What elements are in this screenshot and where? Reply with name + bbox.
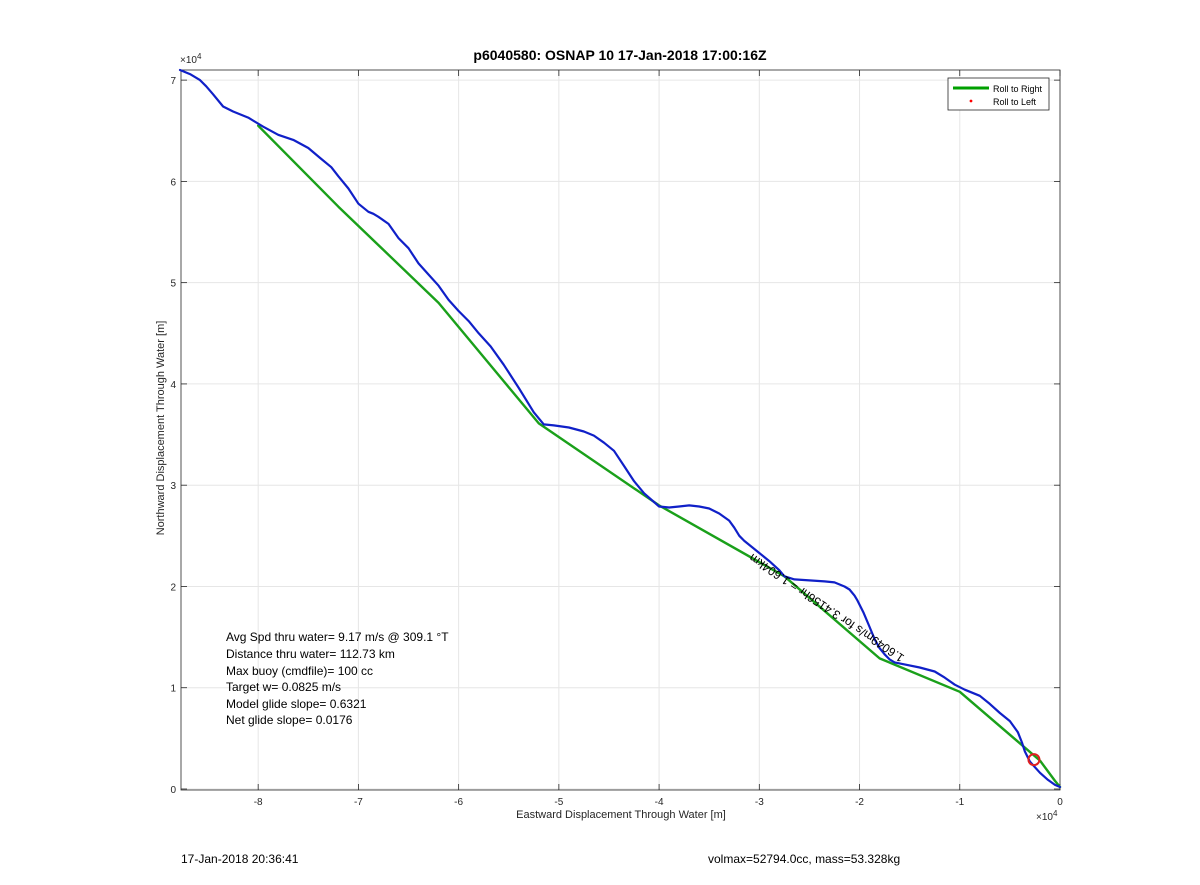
y-axis-ticks: 0 1 2 3 4 5 6 7 xyxy=(170,76,1060,796)
y-exponent-base: ×10 xyxy=(180,55,197,66)
x-exponent-power: 4 xyxy=(1053,809,1058,818)
y-tick-label: 5 xyxy=(170,279,176,290)
y-tick-label: 7 xyxy=(170,76,176,87)
rotated-annotation: 1.6049m/s for 3.4156hr = 1.604km xyxy=(746,551,906,665)
x-tick-label: -6 xyxy=(454,797,463,808)
x-tick-label: -1 xyxy=(955,797,964,808)
annotation-model-glide: Model glide slope= 0.6321 xyxy=(226,697,367,711)
legend: Roll to Right Roll to Left xyxy=(947,77,1050,111)
y-tick-label: 4 xyxy=(170,380,176,391)
legend-swatch-roll-left xyxy=(969,99,973,103)
stats-annotations: Avg Spd thru water= 9.17 m/s @ 309.1 °T … xyxy=(226,630,449,727)
x-tick-label: -5 xyxy=(554,797,563,808)
plot-area-box xyxy=(180,69,1061,791)
series-layer xyxy=(178,68,1062,789)
series-track-line xyxy=(178,68,1062,789)
x-exponent-label: ×104 xyxy=(1036,809,1058,823)
x-tick-label: -7 xyxy=(354,797,363,808)
x-exponent-base: ×10 xyxy=(1036,812,1053,823)
legend-label-roll-right: Roll to Right xyxy=(993,84,1043,94)
y-tick-label: 0 xyxy=(170,785,176,796)
chart-title: p6040580: OSNAP 10 17-Jan-2018 17:00:16Z xyxy=(473,47,767,63)
x-axis-label: Eastward Displacement Through Water [m] xyxy=(516,809,726,821)
y-tick-label: 1 xyxy=(170,684,176,695)
y-tick-label: 3 xyxy=(170,481,176,492)
x-axis-ticks: -8 -7 -6 -5 -4 -3 -2 -1 0 xyxy=(254,70,1063,808)
y-exponent-label: ×104 xyxy=(180,52,202,66)
x-tick-label: -3 xyxy=(755,797,764,808)
y-tick-label: 2 xyxy=(170,582,176,593)
annotation-target-w: Target w= 0.0825 m/s xyxy=(226,680,341,694)
annotation-max-buoy: Max buoy (cmdfile)= 100 cc xyxy=(226,664,373,678)
footer-vol-mass: volmax=52794.0cc, mass=53.328kg xyxy=(708,852,901,866)
y-axis-label: Northward Displacement Through Water [m] xyxy=(155,321,167,536)
footer-timestamp: 17-Jan-2018 20:36:41 xyxy=(181,852,299,866)
grid xyxy=(181,70,1061,790)
annotation-distance: Distance thru water= 112.73 km xyxy=(226,647,395,661)
x-tick-label: -4 xyxy=(655,797,664,808)
y-tick-label: 6 xyxy=(170,177,176,188)
x-tick-label: -2 xyxy=(855,797,864,808)
legend-label-roll-left: Roll to Left xyxy=(993,97,1037,107)
y-exponent-power: 4 xyxy=(197,52,202,61)
annotation-avg-speed: Avg Spd thru water= 9.17 m/s @ 309.1 °T xyxy=(226,630,449,644)
x-tick-label: 0 xyxy=(1057,797,1063,808)
legend-box xyxy=(947,77,1050,111)
x-tick-label: -8 xyxy=(254,797,263,808)
annotation-net-glide: Net glide slope= 0.0176 xyxy=(226,713,353,727)
red-circle-marker xyxy=(1027,753,1041,767)
